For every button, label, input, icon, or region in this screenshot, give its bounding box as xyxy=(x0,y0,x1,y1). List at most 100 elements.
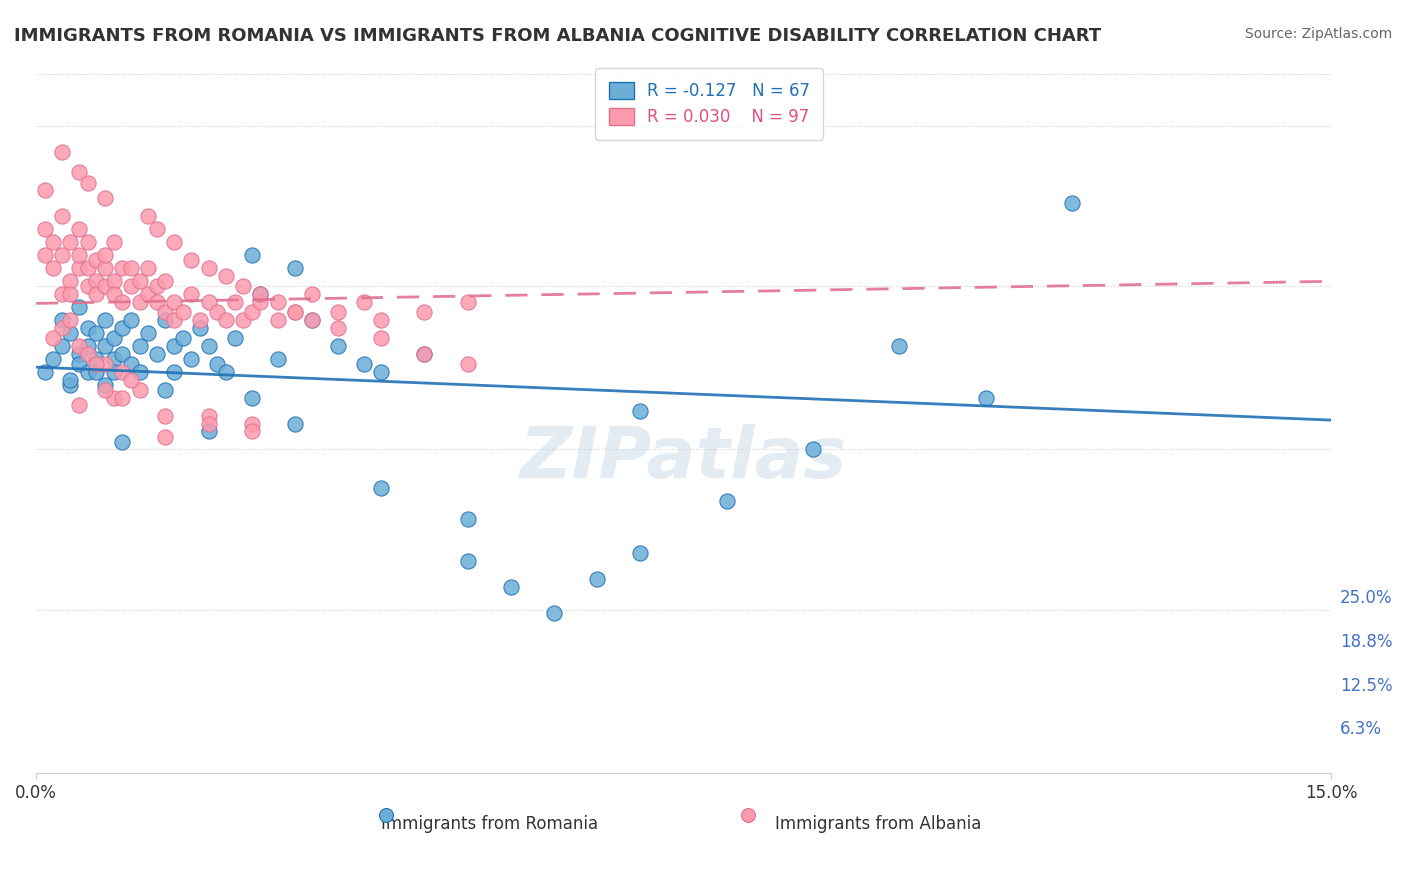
Immigrants from Albania xyxy=(197,409,219,423)
Immigrants from Albania xyxy=(301,313,323,327)
Immigrants from Albania xyxy=(413,346,436,360)
Immigrants from Romania xyxy=(716,494,738,508)
Immigrants from Albania xyxy=(457,294,479,309)
Immigrants from Albania xyxy=(86,274,108,288)
Immigrants from Albania xyxy=(155,409,177,423)
Immigrants from Albania xyxy=(86,287,108,301)
Immigrants from Albania xyxy=(103,235,125,250)
Immigrants from Albania xyxy=(120,372,142,386)
Immigrants from Albania xyxy=(59,313,82,327)
Immigrants from Romania xyxy=(889,339,911,353)
Immigrants from Romania xyxy=(128,339,150,353)
Immigrants from Albania xyxy=(94,191,117,205)
Immigrants from Albania xyxy=(146,279,169,293)
Immigrants from Albania xyxy=(249,287,271,301)
Immigrants from Albania xyxy=(76,346,98,360)
Immigrants from Albania xyxy=(67,248,90,262)
Immigrants from Romania xyxy=(172,331,194,345)
Immigrants from Albania xyxy=(51,145,73,159)
Immigrants from Albania xyxy=(328,305,350,319)
Immigrants from Albania xyxy=(457,357,479,371)
Immigrants from Romania xyxy=(180,351,202,366)
Immigrants from Albania xyxy=(284,305,307,319)
Immigrants from Romania xyxy=(128,365,150,379)
Immigrants from Albania xyxy=(284,305,307,319)
Immigrants from Albania xyxy=(67,399,90,413)
Immigrants from Albania xyxy=(103,287,125,301)
Immigrants from Albania xyxy=(180,287,202,301)
Text: 12.5%: 12.5% xyxy=(1340,677,1392,695)
Immigrants from Albania xyxy=(94,248,117,262)
Immigrants from Albania xyxy=(232,313,254,327)
Immigrants from Romania xyxy=(94,313,117,327)
Immigrants from Albania xyxy=(111,391,134,405)
Immigrants from Albania xyxy=(188,313,211,327)
Immigrants from Romania xyxy=(197,425,219,439)
Immigrants from Romania xyxy=(457,512,479,526)
Immigrants from Romania xyxy=(240,248,263,262)
Immigrants from Albania xyxy=(215,268,238,283)
Immigrants from Albania xyxy=(128,294,150,309)
Immigrants from Albania xyxy=(155,305,177,319)
Immigrants from Romania xyxy=(628,403,651,417)
Immigrants from Albania xyxy=(34,248,56,262)
Immigrants from Albania xyxy=(128,274,150,288)
Immigrants from Albania xyxy=(94,279,117,293)
Immigrants from Albania xyxy=(67,222,90,236)
Immigrants from Romania xyxy=(155,313,177,327)
Immigrants from Romania xyxy=(42,351,65,366)
Immigrants from Romania xyxy=(67,346,90,360)
Immigrants from Romania xyxy=(111,320,134,334)
Immigrants from Albania xyxy=(267,294,290,309)
Immigrants from Romania xyxy=(499,580,522,594)
Immigrants from Romania xyxy=(457,554,479,568)
Immigrants from Albania xyxy=(249,294,271,309)
Immigrants from Albania xyxy=(163,294,186,309)
Immigrants from Romania xyxy=(94,377,117,392)
Immigrants from Romania xyxy=(59,377,82,392)
Immigrants from Romania xyxy=(136,326,159,340)
Immigrants from Albania xyxy=(111,261,134,276)
Immigrants from Romania xyxy=(163,365,186,379)
Immigrants from Albania xyxy=(67,165,90,179)
Immigrants from Albania xyxy=(224,294,246,309)
Immigrants from Albania xyxy=(94,383,117,397)
Immigrants from Albania xyxy=(370,313,392,327)
Text: 25.0%: 25.0% xyxy=(1340,590,1392,607)
Immigrants from Albania xyxy=(197,261,219,276)
Immigrants from Romania xyxy=(301,313,323,327)
Immigrants from Romania xyxy=(370,365,392,379)
Immigrants from Romania xyxy=(267,351,290,366)
Immigrants from Romania xyxy=(328,339,350,353)
Immigrants from Albania xyxy=(94,261,117,276)
Immigrants from Romania xyxy=(86,365,108,379)
Immigrants from Romania xyxy=(284,261,307,276)
Immigrants from Albania xyxy=(42,261,65,276)
Immigrants from Romania xyxy=(1062,196,1084,211)
Immigrants from Albania xyxy=(128,383,150,397)
Immigrants from Romania xyxy=(34,365,56,379)
Immigrants from Albania xyxy=(86,357,108,371)
Immigrants from Albania xyxy=(86,253,108,268)
Immigrants from Albania xyxy=(215,313,238,327)
Text: 6.3%: 6.3% xyxy=(1340,720,1382,739)
Immigrants from Romania xyxy=(974,391,997,405)
Immigrants from Albania xyxy=(146,294,169,309)
Immigrants from Albania xyxy=(197,417,219,431)
Immigrants from Albania xyxy=(51,287,73,301)
Immigrants from Albania xyxy=(76,261,98,276)
Text: 18.8%: 18.8% xyxy=(1340,632,1392,651)
Immigrants from Romania xyxy=(111,346,134,360)
Immigrants from Albania xyxy=(51,210,73,224)
Immigrants from Albania xyxy=(67,261,90,276)
Immigrants from Albania xyxy=(328,320,350,334)
Immigrants from Romania xyxy=(67,357,90,371)
Immigrants from Romania xyxy=(146,346,169,360)
Immigrants from Albania xyxy=(240,417,263,431)
Immigrants from Albania xyxy=(163,313,186,327)
Immigrants from Romania xyxy=(370,481,392,495)
Text: Immigrants from Romania: Immigrants from Romania xyxy=(381,815,598,833)
Immigrants from Romania xyxy=(51,339,73,353)
Immigrants from Romania xyxy=(59,326,82,340)
Immigrants from Albania xyxy=(34,184,56,198)
